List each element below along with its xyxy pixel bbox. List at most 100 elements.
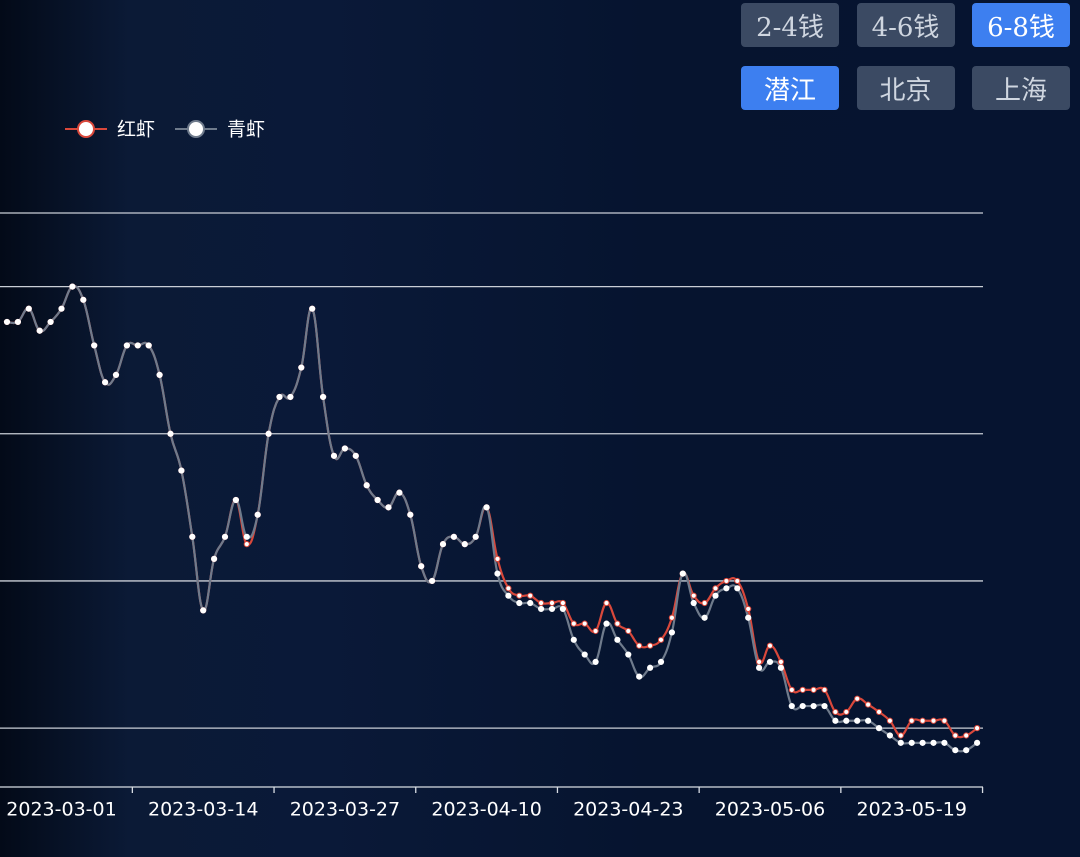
data-point: [723, 585, 730, 592]
data-point: [189, 533, 196, 540]
data-point: [559, 599, 567, 607]
data-point: [298, 364, 305, 371]
data-point: [548, 599, 556, 607]
data-point: [832, 717, 839, 724]
data-point: [865, 717, 872, 724]
data-point: [908, 717, 915, 724]
data-point: [167, 430, 174, 437]
data-point: [701, 614, 708, 621]
data-point: [352, 452, 359, 459]
filter-button[interactable]: 4-6钱: [856, 3, 955, 47]
data-point: [243, 541, 250, 548]
data-point: [636, 673, 643, 680]
data-point: [200, 607, 207, 614]
data-point: [276, 393, 283, 401]
data-point: [952, 732, 959, 739]
filter-button[interactable]: 2-4钱: [741, 3, 839, 47]
data-point: [941, 717, 948, 724]
data-point: [494, 570, 501, 577]
data-point: [974, 739, 981, 746]
data-point: [875, 708, 883, 716]
filter-button[interactable]: 上海: [972, 66, 1070, 110]
data-point: [690, 592, 697, 599]
data-point: [14, 318, 21, 326]
data-point: [734, 585, 741, 592]
data-point: [745, 614, 752, 621]
data-point: [930, 739, 937, 746]
data-point: [439, 541, 447, 548]
data-point: [886, 732, 894, 739]
data-point: [756, 658, 763, 665]
x-tick-label: 2023-03-14: [148, 799, 258, 821]
data-point: [341, 445, 348, 452]
data-point: [668, 614, 676, 621]
data-point: [908, 739, 915, 746]
data-point: [734, 577, 741, 585]
data-point: [603, 599, 610, 607]
data-point: [592, 627, 599, 635]
data-point: [788, 686, 795, 693]
data-point: [897, 739, 904, 746]
data-point: [265, 430, 272, 437]
data-point: [429, 577, 436, 585]
legend-label: 青虾: [227, 119, 265, 141]
data-point: [625, 627, 632, 635]
data-point: [777, 658, 785, 665]
data-point: [625, 651, 632, 658]
data-point: [647, 664, 654, 671]
data-point: [374, 496, 381, 504]
data-point: [875, 725, 883, 732]
data-point: [810, 702, 817, 710]
legend-marker: [77, 120, 95, 138]
data-point: [712, 585, 719, 592]
data-point: [614, 620, 621, 627]
data-point: [527, 592, 534, 599]
data-point: [123, 342, 131, 349]
x-tick-label: 2023-05-19: [856, 799, 966, 821]
data-point: [80, 296, 87, 303]
x-tick-label: 2023-03-01: [6, 799, 116, 821]
data-point: [25, 305, 32, 312]
data-point: [505, 592, 512, 599]
data-point: [788, 702, 795, 710]
data-point: [668, 629, 676, 636]
data-point: [320, 393, 327, 401]
x-tick-label: 2023-04-23: [573, 799, 683, 821]
data-point: [145, 342, 152, 349]
data-point: [766, 658, 774, 665]
data-point: [614, 636, 621, 643]
data-point: [3, 318, 11, 326]
data-point: [232, 496, 239, 504]
filter-button[interactable]: 潜江: [741, 66, 839, 110]
data-point: [287, 393, 294, 401]
data-point: [745, 605, 752, 613]
data-point: [538, 599, 545, 607]
data-point: [548, 605, 556, 613]
data-point: [799, 686, 806, 693]
data-point: [647, 642, 654, 649]
data-point: [854, 695, 861, 702]
data-point: [679, 570, 686, 577]
data-point: [538, 605, 545, 613]
data-point: [690, 599, 697, 607]
filter-button[interactable]: 6-8钱: [972, 3, 1070, 47]
filter-button[interactable]: 北京: [856, 66, 955, 110]
data-point: [494, 555, 501, 562]
data-point: [701, 599, 708, 607]
data-point: [657, 636, 665, 643]
data-point: [766, 642, 774, 649]
data-point: [941, 739, 948, 746]
data-point: [527, 599, 534, 607]
data-point: [156, 371, 163, 378]
data-point: [363, 482, 370, 489]
data-point: [897, 732, 904, 739]
data-point: [36, 327, 43, 334]
data-point: [657, 658, 665, 665]
data-point: [221, 533, 229, 540]
data-point: [570, 620, 577, 627]
data-point: [461, 541, 468, 548]
data-point: [330, 452, 338, 459]
data-point: [516, 599, 523, 607]
